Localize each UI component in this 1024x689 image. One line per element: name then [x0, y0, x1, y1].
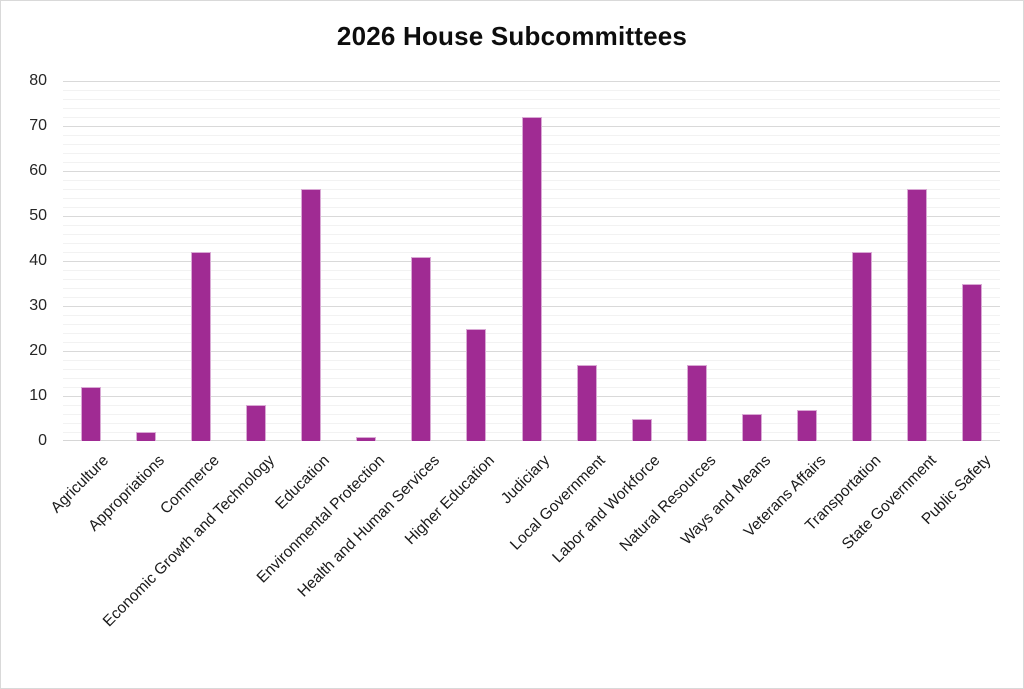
bar-health-and-human-services [411, 256, 432, 441]
bar-transportation [852, 252, 873, 441]
y-tick-label-70: 70 [29, 117, 47, 134]
x-category-label-labor-and-workforce: Labor and Workforce [549, 452, 664, 567]
bar-labor-and-workforce [631, 418, 652, 441]
x-category-label-local-government: Local Government [507, 452, 609, 554]
y-tick-label-20: 20 [29, 342, 47, 359]
x-category-label-judiciary: Judiciary [498, 452, 554, 508]
bar-state-government [907, 189, 928, 441]
bar-environmental-protection [356, 436, 377, 441]
bar-economic-growth-and-technology [245, 405, 266, 441]
bar-appropriations [135, 432, 156, 441]
bar-local-government [576, 364, 597, 441]
bar-commerce [190, 252, 211, 441]
y-tick-label-40: 40 [29, 252, 47, 269]
bar-agriculture [80, 387, 101, 441]
minor-gridline [63, 90, 1000, 91]
y-tick-label-60: 60 [29, 162, 47, 179]
bar-natural-resources [686, 364, 707, 441]
major-gridline [63, 81, 1000, 82]
bar-veterans-affairs [797, 409, 818, 441]
minor-gridline [63, 108, 1000, 109]
y-tick-label-30: 30 [29, 297, 47, 314]
plot-area [63, 81, 1000, 441]
bar-higher-education [466, 328, 487, 441]
chart-title: 2026 House Subcommittees [336, 21, 688, 51]
y-tick-label-0: 0 [38, 432, 47, 449]
bar-judiciary [521, 117, 542, 441]
bar-public-safety [962, 283, 983, 441]
y-tick-label-80: 80 [29, 72, 47, 89]
x-category-label-state-government: State Government [838, 452, 940, 553]
y-tick-label-50: 50 [29, 207, 47, 224]
bar-education [301, 189, 322, 441]
y-tick-label-10: 10 [29, 387, 47, 404]
x-category-label-natural-resources: Natural Resources [616, 452, 719, 555]
minor-gridline [63, 99, 1000, 100]
bar-ways-and-means [741, 414, 762, 441]
